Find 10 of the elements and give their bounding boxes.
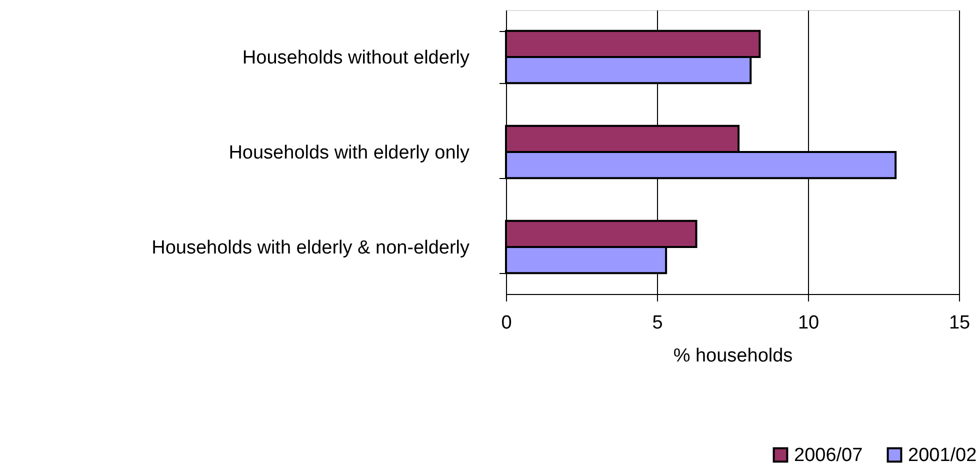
x-tick-label: 10 xyxy=(798,312,820,334)
legend-label: 2001/02 xyxy=(908,444,977,466)
y-tick-label: Households with elderly & non-elderly xyxy=(152,237,470,258)
legend-label: 2006/07 xyxy=(794,444,863,466)
x-tick-label: 0 xyxy=(501,312,512,334)
x-tick-label: 5 xyxy=(652,312,663,334)
y-tick-label: Households without elderly xyxy=(242,48,470,69)
y-tick-label: Households with elderly only xyxy=(228,142,470,164)
x-axis-title: % households xyxy=(673,346,793,366)
x-tick-label: 15 xyxy=(948,312,970,334)
